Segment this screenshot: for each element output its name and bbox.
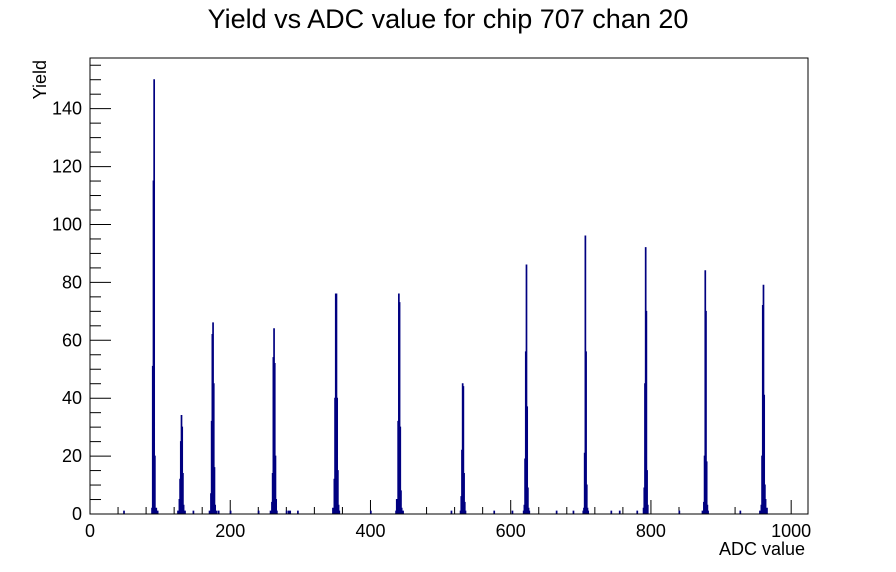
y-tick-label: 40: [62, 388, 82, 408]
x-tick-label: 400: [355, 521, 385, 541]
y-tick-label: 140: [52, 99, 82, 119]
y-tick-label: 0: [72, 504, 82, 524]
x-tick-label: 800: [636, 521, 666, 541]
y-tick-label: 80: [62, 272, 82, 292]
histogram-series-line: [123, 79, 768, 514]
y-tick-label: 60: [62, 330, 82, 350]
x-tick-label: 600: [496, 521, 526, 541]
axis-ticks: [89, 64, 792, 515]
tick-labels: 0 200 400 600 800 1000 0 20 40 60 80 100 120 140: [52, 99, 811, 541]
y-tick-label: 20: [62, 446, 82, 466]
x-axis-label: ADC value: [719, 539, 805, 559]
x-tick-label: 0: [85, 521, 95, 541]
y-axis-label: Yield: [30, 60, 50, 99]
y-tick-label: 120: [52, 157, 82, 177]
plot-frame: [89, 57, 809, 515]
chart-title: Yield vs ADC value for chip 707 chan 20: [208, 4, 689, 34]
x-tick-label: 1000: [771, 521, 811, 541]
y-tick-label: 100: [52, 214, 82, 234]
x-tick-label: 200: [215, 521, 245, 541]
